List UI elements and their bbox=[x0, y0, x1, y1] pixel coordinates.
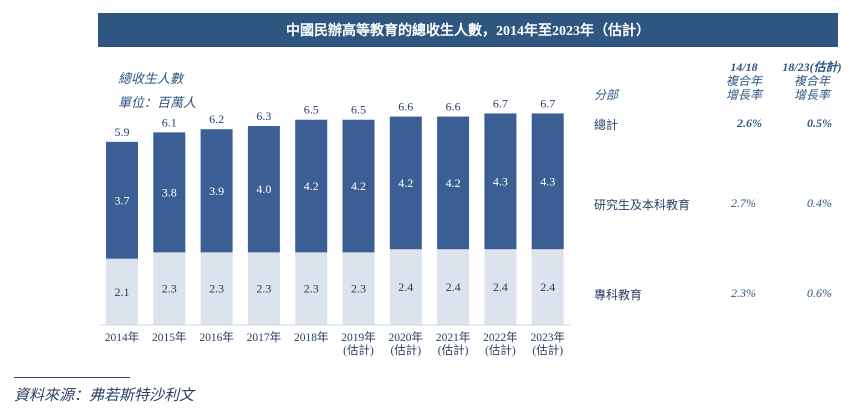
source-note: 資料來源：弗若斯特沙利文 bbox=[14, 388, 195, 404]
label-vocational-9: 2.4 bbox=[540, 280, 555, 294]
x-tick-6: 2020年 bbox=[389, 330, 424, 344]
bar-vocational-2 bbox=[200, 252, 233, 325]
bar-undergrad-9 bbox=[531, 113, 564, 250]
chart-title: 中國民辦高等教育的總收生人數，2014年至2023年（估計） bbox=[98, 13, 838, 47]
unit-label: 單位：百萬人 bbox=[118, 95, 197, 110]
label-undergrad-3: 4.0 bbox=[256, 182, 271, 196]
label-vocational-8: 2.4 bbox=[493, 280, 508, 294]
cagr-period-14-18: 14/18 bbox=[730, 60, 758, 74]
cagr-line2-18-23: 增長率 bbox=[793, 88, 830, 102]
bar-undergrad-7 bbox=[437, 116, 470, 250]
row-undergrad-cagr-14-18: 2.7% bbox=[731, 196, 756, 210]
bar-vocational-6 bbox=[389, 249, 422, 325]
cagr-period-18-23: 18/23(估計) bbox=[782, 60, 842, 74]
x-tick-3: 2017年 bbox=[247, 330, 282, 344]
x-tick-8-sub: (估計) bbox=[485, 343, 516, 357]
cagr-line2-14-18: 增長率 bbox=[725, 88, 762, 102]
label-undergrad-5: 4.2 bbox=[351, 179, 366, 193]
x-tick-1: 2015年 bbox=[152, 330, 187, 344]
bar-undergrad-5 bbox=[342, 119, 375, 253]
x-tick-5: 2019年 bbox=[341, 330, 376, 344]
x-tick-0: 2014年 bbox=[105, 330, 140, 344]
total-enrollment-label: 總收生人數 bbox=[118, 71, 184, 86]
row-vocational-cagr-18-23: 0.6% bbox=[807, 286, 832, 300]
x-tick-4: 2018年 bbox=[294, 330, 329, 344]
bar-vocational-5 bbox=[342, 252, 375, 325]
label-undergrad-1: 3.8 bbox=[162, 185, 177, 199]
x-tick-8: 2022年 bbox=[483, 330, 518, 344]
label-undergrad-9: 4.3 bbox=[540, 174, 555, 188]
bar-vocational-9 bbox=[531, 249, 564, 325]
label-undergrad-2: 3.9 bbox=[209, 184, 224, 198]
bar-undergrad-2 bbox=[200, 129, 233, 253]
bar-undergrad-4 bbox=[295, 119, 328, 253]
label-undergrad-7: 4.2 bbox=[446, 176, 461, 190]
segment-header: 分部 bbox=[594, 88, 619, 102]
x-tick-9: 2023年 bbox=[530, 330, 565, 344]
label-total-8: 6.7 bbox=[493, 96, 508, 110]
bar-vocational-1 bbox=[153, 252, 186, 325]
bar-undergrad-3 bbox=[247, 126, 280, 253]
x-tick-7-sub: (估計) bbox=[438, 343, 469, 357]
label-total-4: 6.5 bbox=[304, 103, 319, 117]
bar-vocational-7 bbox=[437, 249, 470, 325]
x-tick-5-sub: (估計) bbox=[343, 343, 374, 357]
bar-undergrad-8 bbox=[484, 113, 517, 250]
label-vocational-2: 2.3 bbox=[209, 282, 224, 296]
x-tick-2: 2016年 bbox=[199, 330, 234, 344]
label-total-7: 6.6 bbox=[446, 100, 461, 114]
cagr-line1-18-23: 複合年 bbox=[793, 74, 830, 88]
row-vocational-cagr-14-18: 2.3% bbox=[731, 286, 756, 300]
label-total-2: 6.2 bbox=[209, 112, 224, 126]
row-total-cagr-14-18: 2.6% bbox=[737, 116, 762, 130]
label-vocational-1: 2.3 bbox=[162, 282, 177, 296]
label-undergrad-0: 3.7 bbox=[115, 193, 130, 207]
label-vocational-5: 2.3 bbox=[351, 282, 366, 296]
row-label-vocational: 專科教育 bbox=[594, 288, 643, 302]
bar-undergrad-6 bbox=[389, 116, 422, 250]
bar-undergrad-1 bbox=[153, 132, 186, 253]
cagr-header-18-23: 18/23(估計) 複合年 增長率 bbox=[772, 60, 852, 102]
label-vocational-6: 2.4 bbox=[398, 280, 413, 294]
label-undergrad-4: 4.2 bbox=[304, 179, 319, 193]
label-vocational-4: 2.3 bbox=[304, 282, 319, 296]
source-rule bbox=[14, 377, 130, 378]
label-total-5: 6.5 bbox=[351, 103, 366, 117]
label-total-6: 6.6 bbox=[398, 100, 413, 114]
bar-vocational-0 bbox=[106, 258, 138, 325]
label-total-0: 5.9 bbox=[115, 125, 130, 139]
row-total-cagr-18-23: 0.5% bbox=[807, 116, 832, 130]
label-vocational-7: 2.4 bbox=[446, 280, 461, 294]
row-label-undergrad: 研究生及本科教育 bbox=[594, 198, 691, 212]
stacked-bar-chart: 2.1 3.7 5.9 2014年 2.3 3.8 6.1 2015年 2.3 3.9 6.2 201… bbox=[100, 96, 570, 357]
cagr-header-14-18: 14/18 複合年 增長率 bbox=[708, 60, 780, 102]
x-tick-6-sub: (估計) bbox=[390, 343, 421, 357]
label-undergrad-6: 4.2 bbox=[398, 176, 413, 190]
x-tick-7: 2021年 bbox=[436, 330, 471, 344]
cagr-line1-14-18: 複合年 bbox=[725, 74, 762, 88]
row-label-total: 總計 bbox=[594, 118, 619, 132]
row-undergrad-cagr-18-23: 0.4% bbox=[807, 196, 832, 210]
label-total-9: 6.7 bbox=[540, 96, 555, 110]
label-undergrad-8: 4.3 bbox=[493, 174, 508, 188]
x-tick-9-sub: (估計) bbox=[532, 343, 563, 357]
label-total-1: 6.1 bbox=[162, 115, 177, 129]
label-vocational-3: 2.3 bbox=[256, 282, 271, 296]
label-vocational-0: 2.1 bbox=[115, 285, 130, 299]
bar-vocational-8 bbox=[484, 249, 517, 325]
bar-vocational-4 bbox=[295, 252, 328, 325]
bar-vocational-3 bbox=[247, 252, 280, 325]
bar-undergrad-0 bbox=[106, 141, 138, 259]
label-total-3: 6.3 bbox=[256, 109, 271, 123]
